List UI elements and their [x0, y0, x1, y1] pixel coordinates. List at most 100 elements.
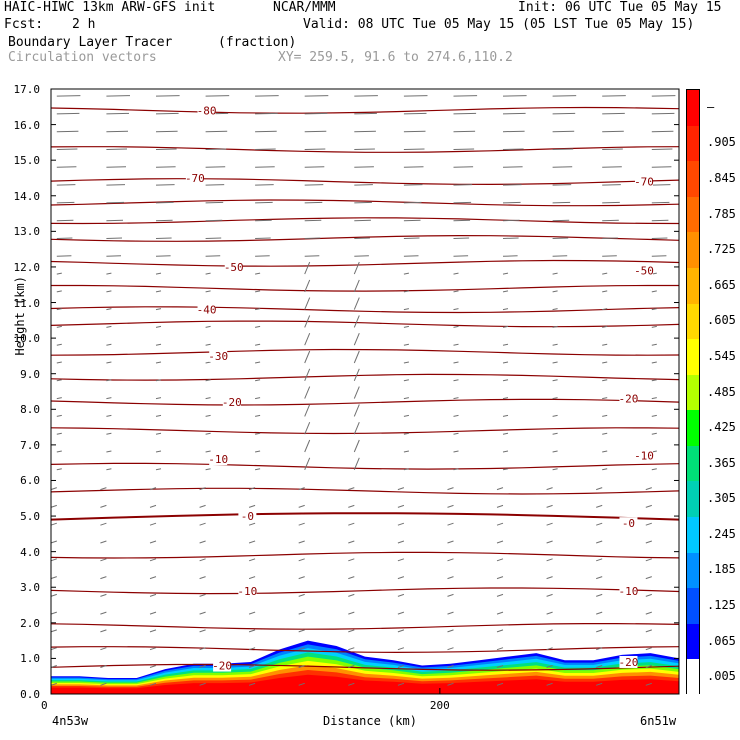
circulation-vector — [155, 361, 162, 364]
circulation-vector — [304, 333, 311, 346]
circulation-vector — [602, 272, 608, 275]
contour-label-bg — [619, 584, 638, 597]
circulation-vector — [298, 540, 305, 544]
circulation-vector — [149, 611, 157, 615]
temperature-contour — [50, 587, 680, 595]
circulation-vector — [348, 576, 355, 580]
circulation-vector — [50, 682, 57, 686]
circulation-vector — [496, 504, 504, 508]
circulation-vector — [155, 148, 177, 150]
circulation-vector — [100, 647, 107, 651]
circulation-vector — [502, 112, 526, 115]
circulation-vector — [651, 308, 657, 311]
colorbar-label: .605 — [707, 313, 736, 328]
circulation-vector — [56, 130, 79, 133]
circulation-vector — [205, 272, 211, 275]
circulation-vector — [552, 201, 571, 204]
circulation-vector — [447, 611, 454, 615]
contour-label: -50 — [224, 261, 244, 274]
circulation-vector — [348, 665, 355, 668]
circulation-vector — [645, 593, 652, 597]
circulation-vector — [56, 361, 62, 364]
circulation-vector — [354, 219, 371, 222]
circulation-vector — [453, 468, 459, 471]
circulation-vector — [546, 647, 553, 651]
y-axis-label: Height (km) — [13, 276, 27, 356]
circulation-vector — [304, 439, 311, 453]
circulation-vector — [496, 540, 504, 544]
circulation-vector — [651, 379, 657, 382]
circulation-vector — [348, 522, 355, 526]
circulation-vector — [155, 414, 162, 417]
circulation-vector — [602, 308, 608, 311]
colorbar-segment — [687, 410, 699, 447]
circulation-vector — [155, 112, 179, 115]
circulation-vector — [546, 540, 553, 544]
colorbar-label: .245 — [707, 526, 736, 541]
circulation-vector — [56, 397, 62, 400]
circulation-vector — [403, 379, 409, 382]
circulation-vector — [453, 112, 477, 115]
circulation-vector — [403, 148, 425, 150]
circulation-vector — [56, 201, 75, 204]
circulation-vector — [255, 272, 261, 275]
circulation-vector — [353, 297, 360, 310]
circulation-vector — [602, 290, 608, 293]
circulation-vector — [502, 148, 524, 150]
y-tick-label: 6.0 — [20, 474, 40, 488]
contour-label-bg — [185, 171, 204, 184]
contour-label: -50 — [634, 265, 654, 278]
colorbar-segment — [687, 659, 699, 696]
temperature-contour — [50, 398, 680, 406]
circulation-vector — [199, 504, 206, 508]
circulation-vector — [453, 219, 471, 222]
y-tick-label: 9.0 — [20, 367, 40, 381]
colorbar-label: .365 — [707, 455, 736, 470]
circulation-vector — [56, 468, 62, 471]
circulation-vector — [502, 379, 509, 382]
circulation-vector — [348, 558, 355, 562]
circulation-vector — [149, 540, 157, 544]
circulation-vector — [304, 237, 321, 239]
circulation-vector — [255, 361, 261, 364]
circulation-vector — [447, 576, 454, 580]
circulation-vector — [56, 112, 80, 115]
circulation-vector — [453, 379, 459, 382]
circulation-vector — [397, 540, 405, 544]
circulation-vector — [353, 261, 360, 275]
circulation-vector — [403, 450, 409, 453]
circulation-vector — [453, 361, 459, 364]
circulation-vector — [348, 647, 355, 651]
colorbar-label: .425 — [707, 420, 736, 435]
circulation-vector — [596, 682, 603, 686]
y-tick-label: 13.0 — [13, 225, 41, 239]
contour-label: -0 — [622, 517, 635, 530]
contour-label: -0 — [241, 510, 254, 523]
circulation-vector — [602, 361, 608, 364]
circulation-vector — [100, 665, 107, 668]
circulation-vector — [403, 290, 409, 293]
circulation-vector — [304, 166, 325, 168]
circulation-vector — [447, 487, 454, 491]
circulation-vector — [602, 397, 608, 400]
circulation-vector — [298, 647, 305, 651]
circulation-vector — [651, 112, 675, 115]
circulation-vector — [645, 504, 652, 508]
circulation-vector — [552, 290, 558, 293]
circulation-vector — [304, 219, 322, 222]
contour-label: -70 — [185, 172, 205, 185]
circulation-vector — [502, 272, 509, 275]
temperature-contour — [50, 373, 680, 381]
circulation-vector — [447, 504, 454, 508]
circulation-vector — [596, 487, 603, 491]
colorbar-label: .545 — [707, 348, 736, 363]
circulation-vector — [546, 682, 553, 686]
contour-label-bg — [619, 517, 638, 530]
colorbar-segment — [687, 267, 699, 305]
circulation-vector — [298, 558, 305, 562]
colorbar-label: .185 — [707, 562, 736, 577]
circulation-vector — [453, 343, 459, 346]
y-tick-label: 3.0 — [20, 581, 40, 595]
circulation-vector — [651, 148, 673, 150]
circulation-vector — [403, 201, 422, 204]
